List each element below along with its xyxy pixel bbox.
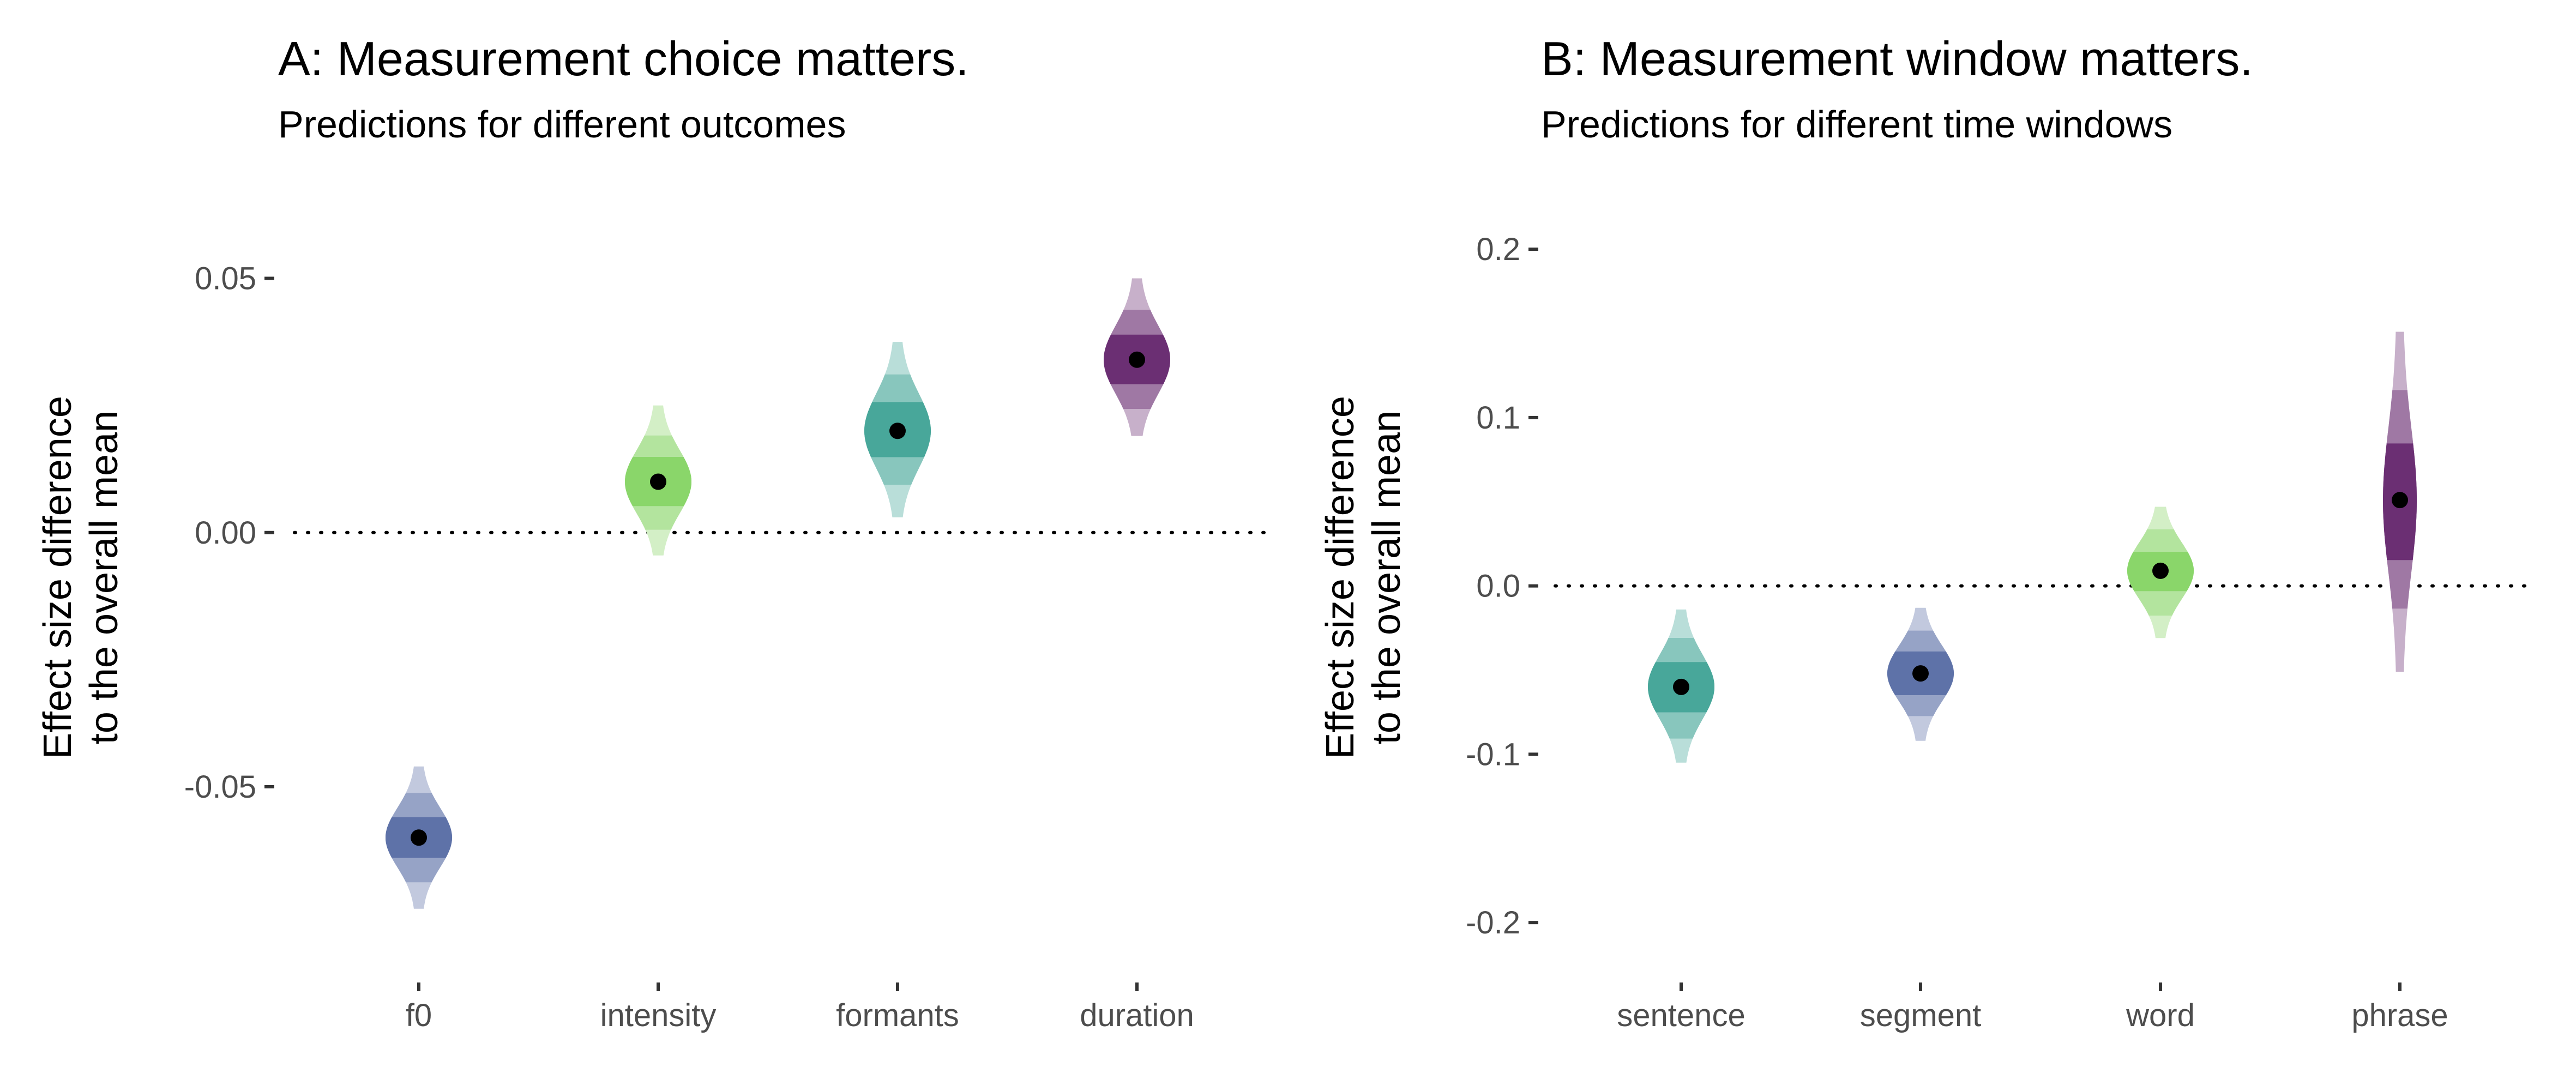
panel-b-ytick-label: -0.2 [1466, 905, 1520, 941]
panel-b-ylabel-line-2: to the overall mean [1365, 411, 1409, 744]
panel-b-point-estimate [2152, 562, 2169, 579]
panel-b-ytick-label: 0.2 [1476, 232, 1520, 267]
panel-b: B: Measurement window matters. Predictio… [1319, 32, 2537, 1033]
panel-a-point-estimate [1129, 351, 1145, 368]
panel-a: A: Measurement choice matters. Predictio… [36, 32, 1272, 1033]
panel-b-ytick-label: 0.1 [1476, 400, 1520, 436]
panel-a-xtick-label: f0 [406, 998, 432, 1033]
panel-a-plot-area: -0.05 0.00 0.05 f0 intensity formants duration [184, 261, 1272, 1033]
panel-b-point-estimate [2392, 492, 2408, 509]
panel-a-xtick-label: intensity [600, 998, 717, 1033]
panel-a-point-estimate [889, 423, 906, 439]
panel-a-xtick-label: duration [1080, 998, 1194, 1033]
panel-b-ylabel-line-1: Effect size difference [1319, 396, 1362, 759]
panel-a-title: A: Measurement choice matters. [278, 32, 969, 86]
panel-a-point-estimate [411, 829, 427, 846]
panel-b-title: B: Measurement window matters. [1541, 32, 2253, 86]
panel-b-xtick-label: word [2126, 998, 2195, 1033]
panel-a-ytick-label: 0.00 [195, 515, 256, 551]
panel-b-ytick-label: -0.1 [1466, 737, 1520, 772]
panel-b-point-estimate [1673, 678, 1689, 695]
panel-a-ytick-label: 0.05 [195, 261, 256, 297]
panel-a-point-estimate [650, 473, 666, 490]
panel-a-ylabel-line-1: Effect size difference [36, 396, 80, 759]
panel-a-ytick-label: -0.05 [184, 769, 256, 805]
panel-b-xtick-label: sentence [1617, 998, 1745, 1033]
panel-b-xtick-label: phrase [2351, 998, 2448, 1033]
panel-b-ytick-label: 0.0 [1476, 569, 1520, 604]
panel-a-ylabel-line-2: to the overall mean [82, 411, 126, 744]
panel-a-subtitle: Predictions for different outcomes [278, 103, 846, 146]
panel-b-plot-area: -0.2 -0.1 0.0 0.1 0.2 sentence segment word phra… [1466, 232, 2537, 1033]
panel-b-subtitle: Predictions for different time windows [1541, 103, 2172, 146]
panel-b-point-estimate [1912, 665, 1929, 682]
panel-a-xtick-label: formants [836, 998, 959, 1033]
panel-b-xtick-label: segment [1860, 998, 1981, 1033]
